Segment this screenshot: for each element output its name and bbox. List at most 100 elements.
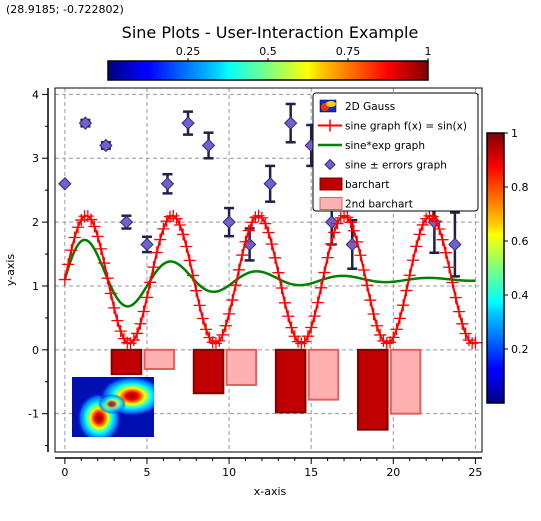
sine-point <box>393 312 406 325</box>
y-tick-label: 3 <box>32 152 39 165</box>
sine-point <box>462 334 475 347</box>
top-colorbar-tick-label: 0.5 <box>259 45 277 58</box>
sine-point <box>259 217 272 230</box>
bar-series2 <box>225 348 258 386</box>
sine-point <box>456 317 469 330</box>
error-point <box>448 237 462 252</box>
bar-series1 <box>274 348 307 414</box>
legend-label: sine*exp graph <box>345 140 425 152</box>
error-point <box>325 215 339 229</box>
sine-point <box>114 325 127 338</box>
sine-point <box>88 220 101 233</box>
coordinate-readout: (28.9185; -0.722802) <box>6 3 124 16</box>
legend-item-bar2: 2nd barchart <box>319 197 413 211</box>
sine-point <box>167 209 180 222</box>
sine-point <box>278 296 291 309</box>
sine-point <box>94 242 107 255</box>
sine-point <box>180 240 193 253</box>
right-colorbar-tick-label: 0.2 <box>511 343 529 356</box>
sine-point <box>65 244 78 257</box>
sine-point <box>403 269 416 282</box>
sine-point <box>344 216 357 229</box>
sine-point <box>410 240 423 253</box>
y-tick-label: -1 <box>28 408 39 421</box>
legend[interactable]: 2D Gauss sine graph f(x) = sin(x) sine*exp… <box>312 92 479 212</box>
legend-item-bar1: barchart <box>319 177 389 191</box>
sine-point <box>236 249 249 262</box>
sine-point <box>311 296 324 309</box>
sine-point <box>357 263 370 276</box>
legend-sine-marker <box>324 119 336 132</box>
sine-point <box>390 323 403 336</box>
x-axis: 0 5 10 15 20 25 <box>55 457 482 479</box>
legend-box <box>312 92 479 212</box>
sine-point <box>413 228 426 241</box>
sine-point <box>98 257 111 270</box>
bar-series2 <box>307 348 340 401</box>
chart-title: Sine Plots - User-Interaction Example <box>122 23 419 42</box>
y-tick-label: 1 <box>32 280 39 293</box>
right-colorbar-tick-label: 0.6 <box>511 235 529 248</box>
right-colorbar-tick-label: 0.8 <box>511 181 529 194</box>
legend-errors-marker <box>324 158 336 171</box>
sine-point <box>232 263 245 276</box>
x-axis-label: x-axis <box>254 485 287 498</box>
sine-point <box>203 331 216 344</box>
sine-point <box>272 266 285 279</box>
sine-point <box>190 284 203 297</box>
y-axis: -1 0 1 2 3 4 <box>28 88 49 452</box>
sine-point <box>137 305 150 318</box>
sine-point <box>111 314 124 327</box>
sine-point <box>252 209 265 222</box>
sine-point <box>91 230 104 243</box>
sine-point <box>351 235 364 248</box>
error-point <box>201 138 216 153</box>
y-axis-label: y-axis <box>4 254 17 287</box>
sine-point <box>108 301 121 314</box>
sine-point <box>321 251 334 264</box>
sine-point <box>469 336 482 349</box>
sine-point <box>58 273 71 286</box>
error-point <box>222 215 236 229</box>
sine-point <box>453 305 466 318</box>
error-point <box>58 177 72 191</box>
sine-point <box>377 334 390 347</box>
sine-point <box>157 222 170 235</box>
y-tick-label: 2 <box>32 216 39 229</box>
sine-point <box>315 281 328 294</box>
legend-label: sine ± errors graph <box>345 160 447 172</box>
top-colorbar-tick-label: 0.25 <box>176 45 201 58</box>
sine-point <box>361 279 374 292</box>
error-point <box>283 116 298 130</box>
sine-point <box>374 328 387 341</box>
right-colorbar-tick-label: 1 <box>511 127 518 140</box>
sine-point <box>262 226 275 239</box>
error-point <box>78 116 93 130</box>
sine-point <box>134 317 147 330</box>
sine-point <box>370 319 383 332</box>
sine-point <box>331 217 344 230</box>
sine-point <box>193 299 206 312</box>
sine-point <box>347 224 360 237</box>
sine-point <box>416 218 429 231</box>
error-point <box>119 215 134 229</box>
y-tick-label: 4 <box>32 88 39 101</box>
sine-point <box>301 330 314 343</box>
sine-point <box>186 269 199 282</box>
sine-point <box>423 209 436 222</box>
sine-point <box>147 261 160 274</box>
error-point <box>99 138 113 153</box>
right-colorbar: 0.2 0.4 0.6 0.8 1 <box>486 127 529 404</box>
sine-point <box>239 235 252 248</box>
x-tick-label: 15 <box>304 466 318 479</box>
sine-point <box>308 310 321 323</box>
sine-point <box>255 211 268 224</box>
sine-point <box>104 287 117 300</box>
sine-point <box>183 254 196 267</box>
sine-point <box>298 335 311 348</box>
sine-point <box>101 272 114 285</box>
sine-point <box>436 233 449 246</box>
sine-point <box>433 222 446 235</box>
sine-point <box>397 299 410 312</box>
